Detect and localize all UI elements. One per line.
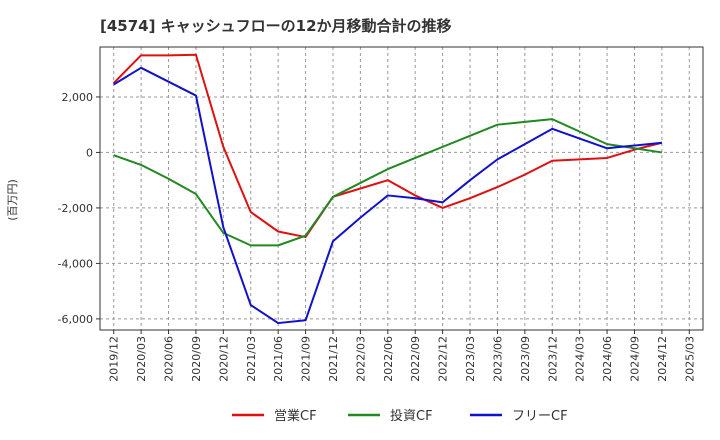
plot-area-frame [99,46,704,331]
chart-title: [4574] キャッシュフローの12か月移動合計の推移 [100,17,452,35]
x-tick-label: 2023/12 [546,336,559,382]
x-axis-ticks: 2019/12 2020/03 2020/06 2020/09 2020/12 2021/… [108,330,696,382]
x-tick-label: 2023/09 [519,336,532,382]
x-tick-label: 2021/03 [245,336,258,382]
series-line-1 [112,53,663,239]
x-tick-label: 2020/09 [190,336,203,382]
x-tick-label: 2020/06 [163,336,176,382]
x-tick-label: 2019/12 [108,336,121,382]
x-tick-label: 2020/12 [217,336,230,382]
x-tick-label: 2024/03 [574,336,587,382]
x-tick-label: 2020/03 [135,336,148,382]
x-tick-label: 2021/06 [272,336,285,382]
x-tick-label: 2022/09 [409,336,422,382]
x-tick-label: 2021/12 [327,336,340,382]
x-tick-label: 2024/12 [656,336,669,382]
legend-label-3: フリーCF [512,409,568,424]
x-tick-label: 2024/06 [601,336,614,382]
y-tick-label: 0 [86,146,93,159]
grid [100,47,703,330]
x-tick-label: 2025/03 [683,336,696,382]
series-line-2 [113,118,663,247]
x-tick-label: 2024/09 [628,336,641,382]
x-tick-label: 2021/09 [300,336,313,382]
y-tick-label: 2,000 [62,91,94,104]
x-tick-label: 2022/03 [354,336,367,382]
series-lines [112,53,663,325]
x-tick-label: 2023/06 [491,336,504,382]
series-line-3 [113,66,662,325]
x-tick-label: 2022/06 [382,336,395,382]
y-axis-ticks: -6,000 -4,000 -2,000 0 2,000 [58,91,100,326]
x-tick-label: 2022/12 [437,336,450,382]
y-tick-label: -2,000 [58,202,93,215]
x-tick-label: 2023/03 [464,336,477,382]
legend: 営業CF 投資CF フリーCF [232,408,568,424]
y-axis-label: (百万円) [6,179,19,221]
legend-label-2: 投資CF [390,408,433,424]
y-tick-label: -6,000 [58,313,93,326]
y-tick-label: -4,000 [58,257,93,270]
legend-label-1: 営業CF [274,408,317,424]
